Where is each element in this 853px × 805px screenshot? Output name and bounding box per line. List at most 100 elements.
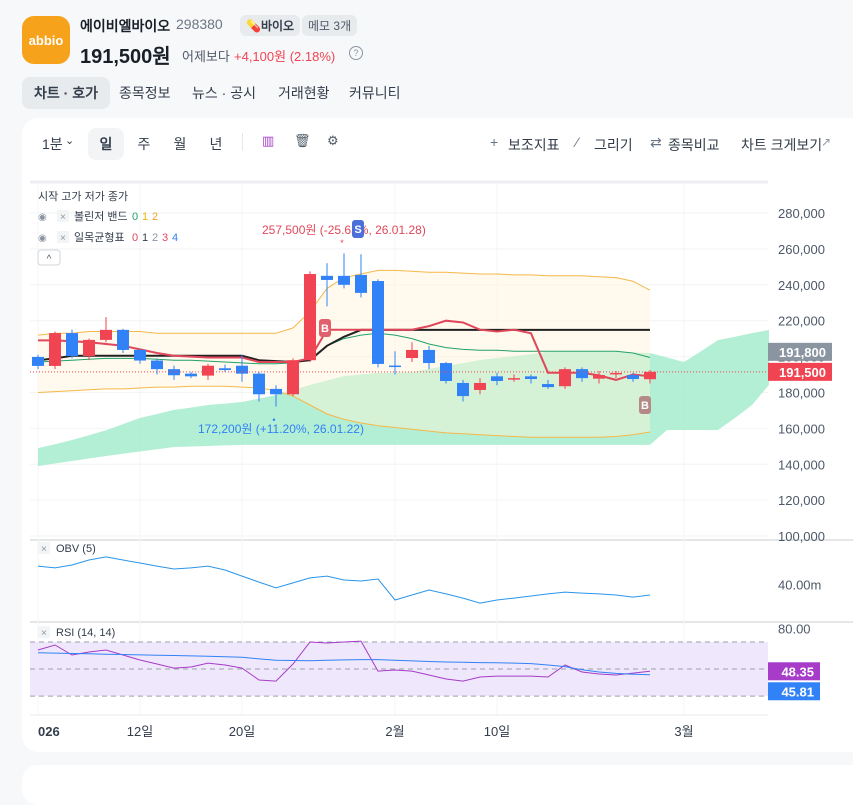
tab[interactable]: 뉴스 · 공시: [192, 85, 256, 101]
action-icon[interactable]: +: [490, 134, 499, 150]
period[interactable]: 년: [209, 136, 223, 152]
price-tag: [768, 342, 832, 361]
legend-param: 1: [142, 211, 148, 223]
candle-body: [236, 365, 248, 374]
price-tag: [768, 362, 832, 381]
candle-body: [542, 384, 554, 388]
memo[interactable]: 메모 3개: [302, 15, 358, 36]
label-layer: 100,000120,000140,000160,000180,000200,0…: [37, 190, 832, 739]
trade-marker: [319, 319, 331, 337]
pane-close: [38, 542, 50, 554]
indicator-line: [37, 556, 651, 604]
candle-body: [644, 371, 656, 380]
legend-name: 볼린저 밴드: [74, 210, 128, 223]
action-icon[interactable]: ⇄: [650, 134, 662, 150]
y-tick-label: 160,000: [778, 421, 825, 436]
x-tick-label: 026: [38, 724, 60, 739]
legend-param: 2: [152, 232, 158, 244]
pane-title: RSI (14, 14): [56, 627, 115, 639]
help-icon[interactable]: ?: [349, 46, 363, 60]
legend-close-x: ×: [60, 212, 66, 223]
annotation-pointer: *: [340, 238, 344, 248]
legend-param: 0: [132, 232, 138, 244]
value-tag: [768, 662, 820, 681]
annotation-pointer: •: [272, 415, 275, 425]
value-tag: [768, 682, 820, 701]
tool-icon[interactable]: ⚙: [327, 133, 339, 148]
y-tick-label: 80.00: [778, 622, 811, 637]
price-tag-label: 191,800: [779, 345, 826, 360]
action-icon[interactable]: ⁄: [576, 134, 579, 150]
stock-code: 298380: [176, 16, 223, 32]
legend-param: 0: [132, 211, 138, 223]
ichimoku-cloud: [38, 330, 769, 467]
tab[interactable]: 커뮤니티: [349, 85, 401, 101]
candle-body: [576, 369, 588, 379]
interval[interactable]: 1분: [42, 136, 63, 152]
tab[interactable]: 거래현황: [278, 85, 330, 101]
value-tag-label: 48.35: [781, 664, 814, 679]
x-tick-label: 12일: [127, 724, 153, 739]
candle-body: [406, 349, 418, 359]
indicator-line: [37, 652, 651, 676]
legend-collapse-icon: ^: [47, 254, 52, 265]
legend-title: 시작 고가 저가 종가: [38, 190, 128, 203]
y-tick-label: 140,000: [778, 457, 825, 472]
trade-marker-label: B: [641, 400, 649, 412]
change: +4,100원 (2.18%): [234, 49, 336, 64]
y-tick-label: 240,000: [778, 278, 825, 293]
tab[interactable]: 종목정보: [119, 85, 171, 101]
candle-body: [32, 356, 44, 366]
candle-body: [134, 349, 146, 361]
tool-icon[interactable]: 🗑: [294, 133, 311, 148]
candle-body: [219, 368, 231, 371]
price-tag-label: 191,500: [779, 365, 826, 380]
legend-close-x: ×: [60, 233, 66, 244]
expand-icon[interactable]: ↗: [821, 135, 832, 149]
action[interactable]: 종목비교: [668, 137, 720, 153]
candle-body: [253, 373, 265, 395]
y-tick-label: 100,000: [778, 529, 825, 544]
separator: [242, 133, 243, 151]
bollinger-lower: [37, 385, 651, 438]
candle-body: [593, 375, 605, 379]
candle-body: [627, 375, 639, 380]
action[interactable]: 차트 크게보기: [741, 137, 823, 153]
pane-close-x: ×: [41, 544, 47, 555]
action[interactable]: 그리기: [594, 137, 633, 153]
y-tick-label: 120,000: [778, 493, 825, 508]
trade-marker: [639, 396, 651, 414]
trade-marker: [352, 220, 364, 238]
data-layer: [30, 253, 769, 682]
chevron[interactable]: ⌄: [65, 135, 75, 147]
action[interactable]: 보조지표: [508, 137, 560, 153]
candle-body: [66, 333, 78, 357]
y-tick-label: 40.00m: [778, 578, 821, 593]
tool-icon[interactable]: ▥: [262, 133, 275, 148]
tab[interactable]: 차트 · 호가: [22, 77, 110, 109]
value-tag-label: 45.81: [781, 684, 814, 699]
legend-close: [57, 210, 69, 222]
legend-param: 2: [152, 211, 158, 223]
candle-body: [83, 339, 95, 357]
legend-eye: ◉: [38, 212, 47, 223]
stock-name: 에이비엘바이오: [80, 18, 171, 34]
indicator-line: [37, 640, 651, 682]
candle-body: [559, 369, 571, 387]
tag[interactable]: 💊바이오: [240, 15, 301, 36]
period[interactable]: 일: [88, 128, 124, 160]
legend-collapse[interactable]: [37, 249, 61, 266]
candle-body: [389, 365, 401, 368]
period[interactable]: 주: [137, 136, 151, 152]
annotation: 172,200원 (+11.20%, 26.01.22): [198, 422, 364, 436]
candle-body: [49, 333, 61, 366]
candle-body: [355, 274, 367, 293]
x-tick-label: 10일: [484, 724, 510, 739]
candle-body: [270, 388, 282, 395]
legend-param: 4: [172, 232, 178, 244]
candle-body: [304, 274, 316, 361]
trade-marker-label: B: [321, 323, 329, 335]
logo-text: abbio: [28, 32, 64, 48]
y-tick-label: 220,000: [778, 314, 825, 329]
period[interactable]: 월: [173, 136, 187, 152]
